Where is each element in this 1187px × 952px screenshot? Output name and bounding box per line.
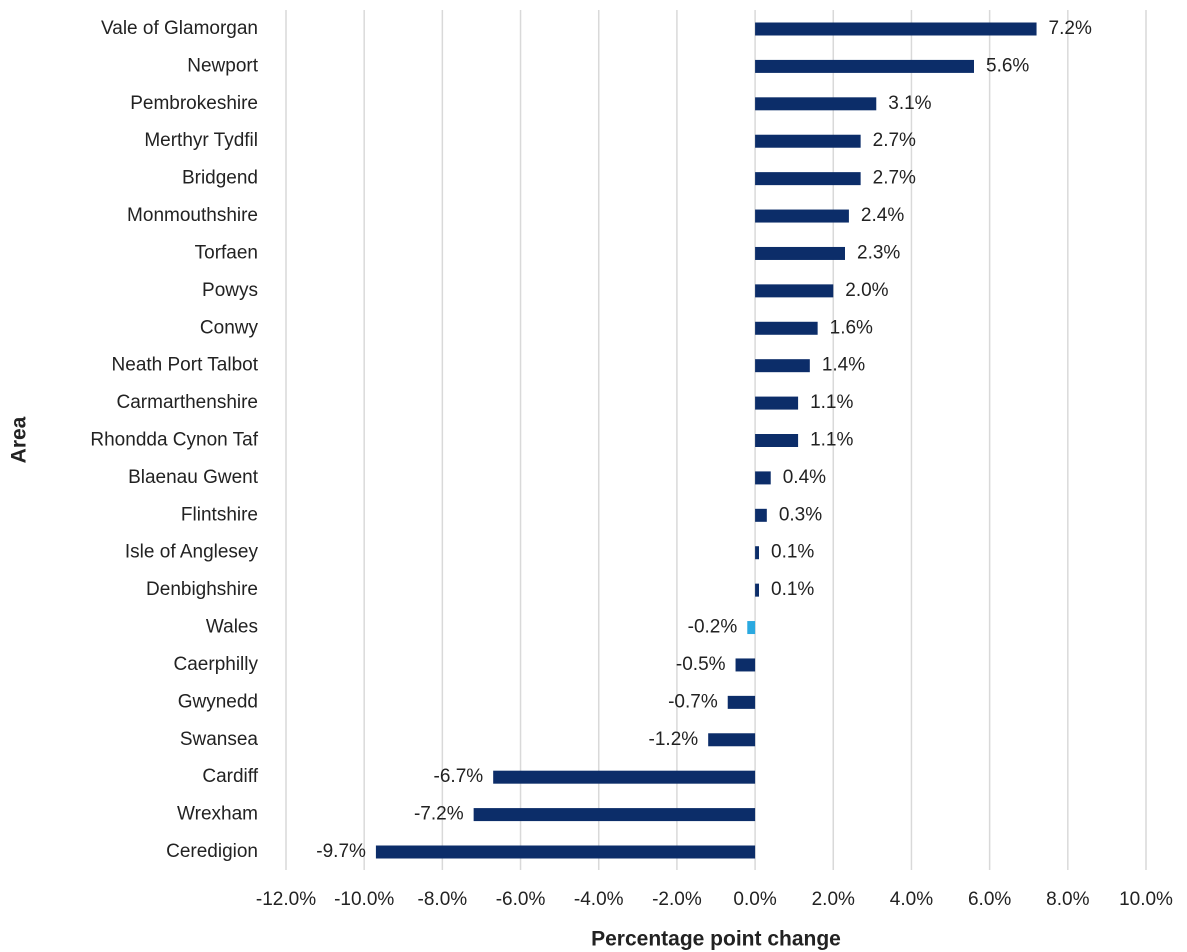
value-label: 2.7% <box>873 130 916 151</box>
x-tick-label: 6.0% <box>968 889 1011 910</box>
value-label: 2.7% <box>873 168 916 189</box>
y-tick-label: Swansea <box>180 729 259 750</box>
value-label: 1.1% <box>810 430 853 451</box>
bar <box>375 845 756 859</box>
y-tick-label: Gwynedd <box>178 691 258 712</box>
bar <box>755 97 877 111</box>
x-tick-label: 0.0% <box>733 889 776 910</box>
bar <box>755 59 974 73</box>
y-tick-label: Vale of Glamorgan <box>101 18 258 39</box>
value-label: -6.7% <box>434 766 484 787</box>
value-label: 0.1% <box>771 542 814 563</box>
value-label: 3.1% <box>888 93 931 114</box>
y-tick-label: Newport <box>187 55 258 76</box>
bar <box>755 22 1037 36</box>
bar <box>755 508 767 522</box>
bar <box>755 396 799 410</box>
value-label: 2.0% <box>845 280 888 301</box>
value-label: -1.2% <box>649 729 699 750</box>
value-label: 2.4% <box>861 205 904 226</box>
y-tick-label: Monmouthshire <box>127 205 258 226</box>
y-tick-label: Blaenau Gwent <box>128 467 259 488</box>
value-label: -0.5% <box>676 654 726 675</box>
x-tick-label: -12.0% <box>256 889 316 910</box>
y-tick-label: Merthyr Tydfil <box>144 130 258 151</box>
y-tick-label: Pembrokeshire <box>130 93 258 114</box>
bar <box>755 134 861 148</box>
y-tick-label: Conwy <box>200 317 259 338</box>
y-tick-label: Flintshire <box>181 504 258 525</box>
y-tick-label: Wales <box>206 617 258 638</box>
bar <box>735 658 756 672</box>
y-tick-label: Neath Port Talbot <box>112 355 259 376</box>
y-tick-label: Powys <box>202 280 258 301</box>
bar <box>755 546 759 560</box>
y-tick-label: Torfaen <box>195 242 258 263</box>
y-axis-title: Area <box>8 416 31 463</box>
value-label: 1.4% <box>822 355 865 376</box>
value-label: 0.4% <box>783 467 826 488</box>
x-axis-title: Percentage point change <box>591 928 841 951</box>
value-label: 5.6% <box>986 55 1029 76</box>
value-label: -9.7% <box>316 841 366 862</box>
x-tick-label: 2.0% <box>812 889 855 910</box>
x-tick-label: -8.0% <box>418 889 468 910</box>
y-tick-label: Bridgend <box>182 168 258 189</box>
bar <box>755 246 845 260</box>
value-label: 0.3% <box>779 504 822 525</box>
value-label: 7.2% <box>1049 18 1092 39</box>
bar <box>755 471 771 485</box>
y-tick-label: Rhondda Cynon Taf <box>90 430 258 451</box>
y-tick-label: Caerphilly <box>174 654 259 675</box>
value-label: -7.2% <box>414 804 464 825</box>
value-label: 2.3% <box>857 242 900 263</box>
value-label: -0.2% <box>688 617 738 638</box>
bar <box>755 284 834 298</box>
y-tick-label: Wrexham <box>177 804 258 825</box>
bar <box>755 209 849 223</box>
value-label: -0.7% <box>668 691 718 712</box>
bar <box>755 321 818 335</box>
y-tick-label: Ceredigion <box>166 841 258 862</box>
value-label: 1.6% <box>830 317 873 338</box>
x-tick-label: -6.0% <box>496 889 546 910</box>
bar <box>708 733 756 747</box>
y-tick-label: Denbighshire <box>146 579 258 600</box>
y-tick-label: Isle of Anglesey <box>125 542 259 563</box>
x-tick-label: -2.0% <box>652 889 702 910</box>
y-tick-label: Carmarthenshire <box>117 392 259 413</box>
bar <box>747 621 756 635</box>
bar <box>493 770 756 784</box>
value-label: 1.1% <box>810 392 853 413</box>
x-tick-label: 8.0% <box>1046 889 1089 910</box>
x-tick-label: 10.0% <box>1119 889 1173 910</box>
y-tick-label: Cardiff <box>202 766 258 787</box>
bar <box>727 695 756 709</box>
bar <box>755 434 799 447</box>
bar <box>755 172 861 186</box>
x-tick-label: -4.0% <box>574 889 624 910</box>
x-tick-label: 4.0% <box>890 889 933 910</box>
value-label: 0.1% <box>771 579 814 600</box>
bar <box>473 808 756 822</box>
bar <box>755 583 759 597</box>
bar <box>755 359 810 373</box>
x-tick-label: -10.0% <box>334 889 394 910</box>
